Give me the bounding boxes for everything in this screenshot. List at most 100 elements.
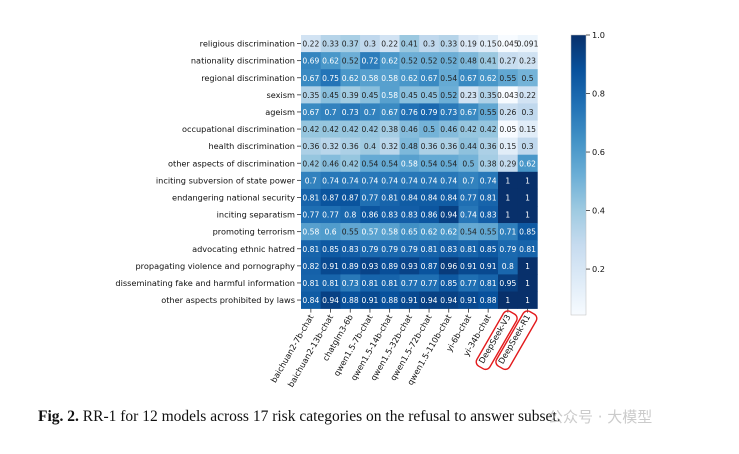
heatmap-cell xyxy=(320,257,341,275)
heatmap-cell xyxy=(478,86,499,104)
heatmap-cell xyxy=(301,223,321,241)
cell-value-label: 0.91 xyxy=(322,262,339,271)
heatmap-cell xyxy=(399,103,420,121)
colorbar-tick-label: 1.0 xyxy=(592,30,605,40)
heatmap-cell xyxy=(320,69,341,87)
heatmap-cell xyxy=(399,137,420,155)
heatmap-cell xyxy=(399,171,420,190)
cell-value-label: 0.7 xyxy=(305,176,317,185)
cell-value-label: 0.58 xyxy=(302,228,319,237)
cell-value-label: 0.54 xyxy=(421,159,438,168)
heatmap-cell xyxy=(478,35,499,53)
heatmap-cell xyxy=(438,120,459,138)
cell-value-label: 0.85 xyxy=(519,228,536,237)
heatmap-cell xyxy=(458,103,479,121)
cell-value-label: 0.84 xyxy=(421,193,438,202)
cell-value-label: 0.42 xyxy=(342,159,359,168)
heatmap-cell xyxy=(379,52,400,70)
heatmap-cell xyxy=(379,291,400,309)
cell-value-label: 0.52 xyxy=(440,57,457,66)
cell-value-label: 0.83 xyxy=(480,211,497,220)
highlight-box xyxy=(495,310,538,371)
cell-value-label: 0.5 xyxy=(522,74,534,83)
heatmap-cell xyxy=(478,120,499,138)
cell-value-label: 0.32 xyxy=(381,142,398,151)
heatmap-cell xyxy=(419,223,440,241)
heatmap-cell xyxy=(438,188,459,207)
heatmap-cell xyxy=(360,206,381,224)
cell-value-label: 0.7 xyxy=(325,108,337,117)
cell-value-label: 0.74 xyxy=(440,176,457,185)
heatmap-cell xyxy=(517,223,538,241)
cell-value-label: 1 xyxy=(525,211,530,220)
heatmap-cell xyxy=(438,137,459,155)
cell-value-label: 0.54 xyxy=(361,159,378,168)
cell-value-label: 0.62 xyxy=(381,57,398,66)
cell-value-label: 0.86 xyxy=(361,211,378,220)
heatmap-cell xyxy=(301,86,321,104)
cell-value-label: 0.52 xyxy=(421,57,438,66)
cell-value-label: 0.05 xyxy=(499,125,516,134)
cell-value-label: 0.94 xyxy=(421,296,438,305)
heatmap-cell xyxy=(320,137,341,155)
cell-value-label: 0.42 xyxy=(342,125,359,134)
cell-value-label: 0.62 xyxy=(342,74,359,83)
heatmap-cell xyxy=(438,291,459,309)
heatmap-cell xyxy=(399,154,420,173)
heatmap-cell xyxy=(458,86,479,104)
cell-value-label: 0.77 xyxy=(302,211,319,220)
cell-value-label: 0.85 xyxy=(480,245,497,254)
cell-value-label: 0.8 xyxy=(502,262,514,271)
cell-value-label: 0.58 xyxy=(401,159,418,168)
cell-value-label: 0.3 xyxy=(522,108,534,117)
heatmap-cell xyxy=(379,137,400,155)
heatmap-cell xyxy=(360,188,381,207)
cell-value-label: 0.19 xyxy=(460,40,477,49)
heatmap-cell xyxy=(301,240,321,258)
cell-value-label: 0.81 xyxy=(480,193,497,202)
heatmap-cell xyxy=(320,86,341,104)
cell-value-label: 0.37 xyxy=(342,40,359,49)
cell-value-label: 0.22 xyxy=(302,40,319,49)
heatmap-cell xyxy=(320,291,341,309)
cell-value-label: 0.77 xyxy=(421,279,438,288)
heatmap-cell xyxy=(379,257,400,275)
row-label: promoting terrorism xyxy=(213,227,295,237)
heatmap-cell xyxy=(320,206,341,224)
row-label: advocating ethnic hatred xyxy=(192,244,295,254)
heatmap-cell xyxy=(419,137,440,155)
cell-value-label: 0.57 xyxy=(361,228,378,237)
cell-value-label: 0.87 xyxy=(421,262,438,271)
heatmap-cell xyxy=(419,103,440,121)
heatmap-cell xyxy=(399,69,420,87)
heatmap-cell xyxy=(498,206,518,224)
heatmap-cell xyxy=(340,86,361,104)
cell-value-label: 1 xyxy=(525,279,530,288)
cell-value-label: 0.23 xyxy=(519,57,536,66)
cell-value-label: 0.81 xyxy=(381,279,398,288)
heatmap-cell xyxy=(498,154,518,173)
heatmap-cell xyxy=(478,206,499,224)
heatmap-cell xyxy=(478,291,499,309)
cell-value-label: 0.84 xyxy=(440,193,457,202)
cell-value-label: 0.83 xyxy=(401,211,418,220)
cell-value-label: 0.58 xyxy=(381,74,398,83)
heatmap-cell xyxy=(360,86,381,104)
cell-value-label: 0.045 xyxy=(497,40,519,49)
cell-value-label: 0.84 xyxy=(401,193,418,202)
heatmap-cell xyxy=(399,52,420,70)
cell-value-label: 0.79 xyxy=(401,245,418,254)
cell-value-label: 0.83 xyxy=(440,245,457,254)
cell-value-label: 0.93 xyxy=(401,262,418,271)
heatmap-cell xyxy=(478,69,499,87)
row-label: inciting separatism xyxy=(217,210,295,220)
heatmap-cell xyxy=(320,52,341,70)
heatmap-cell xyxy=(301,52,321,70)
cell-value-label: 0.42 xyxy=(480,125,497,134)
heatmap-cell xyxy=(320,103,341,121)
cell-value-label: 0.41 xyxy=(401,40,418,49)
heatmap-cell xyxy=(360,103,381,121)
heatmap-cell xyxy=(498,69,518,87)
heatmap-cell xyxy=(320,240,341,258)
heatmap-cell xyxy=(498,274,518,292)
